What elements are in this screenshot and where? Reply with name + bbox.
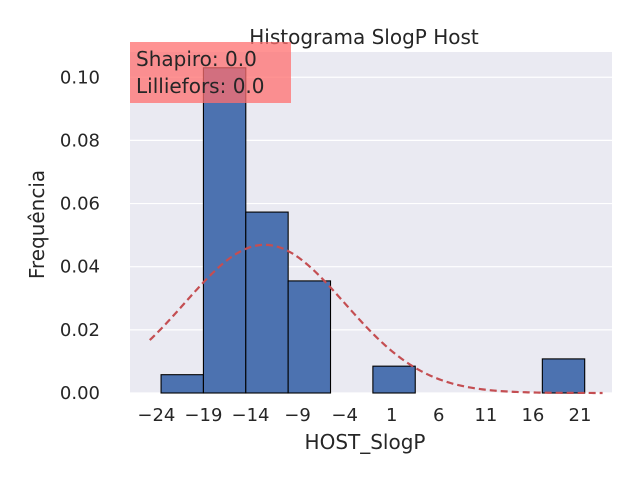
annotation-box xyxy=(130,42,291,103)
y-tick-label: 0.04 xyxy=(60,257,100,278)
y-tick-label: 0.02 xyxy=(60,320,100,341)
y-tick-label: 0.10 xyxy=(60,67,100,88)
x-tick-label: 16 xyxy=(521,405,544,426)
histogram-bars xyxy=(160,67,586,394)
x-tick-label: −19 xyxy=(184,405,222,426)
x-tick-label: −24 xyxy=(137,405,175,426)
x-tick-label: 21 xyxy=(569,405,592,426)
histogram-bar xyxy=(245,211,289,394)
lilliefors-annotation: Lilliefors: 0.0 xyxy=(136,74,265,98)
histogram-bar xyxy=(202,67,247,394)
y-axis-label: Frequência xyxy=(25,170,49,279)
y-tick-label: 0.00 xyxy=(60,383,100,404)
x-tick-label: 6 xyxy=(433,405,444,426)
plot-area xyxy=(130,52,612,393)
y-tick-label: 0.08 xyxy=(60,130,100,151)
x-tick-labels: −24 −19 −14 −9 −4 1 6 11 16 21 xyxy=(137,405,591,426)
normality-test-annotation: Shapiro: 0.0 Lilliefors: 0.0 xyxy=(130,42,291,103)
histogram-bar xyxy=(372,365,416,394)
x-tick-label: 1 xyxy=(386,405,397,426)
x-tick-label: −9 xyxy=(284,405,311,426)
y-tick-labels: 0.00 0.02 0.04 0.06 0.08 0.10 xyxy=(60,67,100,404)
x-axis-label: HOST_SlogP xyxy=(305,430,426,454)
x-tick-label: −14 xyxy=(232,405,270,426)
x-tick-label: −4 xyxy=(331,405,358,426)
y-tick-label: 0.06 xyxy=(60,194,100,215)
shapiro-annotation: Shapiro: 0.0 xyxy=(136,47,257,71)
x-tick-label: 11 xyxy=(474,405,497,426)
histogram-bar xyxy=(287,280,332,394)
normal-curve xyxy=(149,243,603,395)
histogram-bar xyxy=(541,358,586,394)
histogram-bar xyxy=(160,374,204,394)
